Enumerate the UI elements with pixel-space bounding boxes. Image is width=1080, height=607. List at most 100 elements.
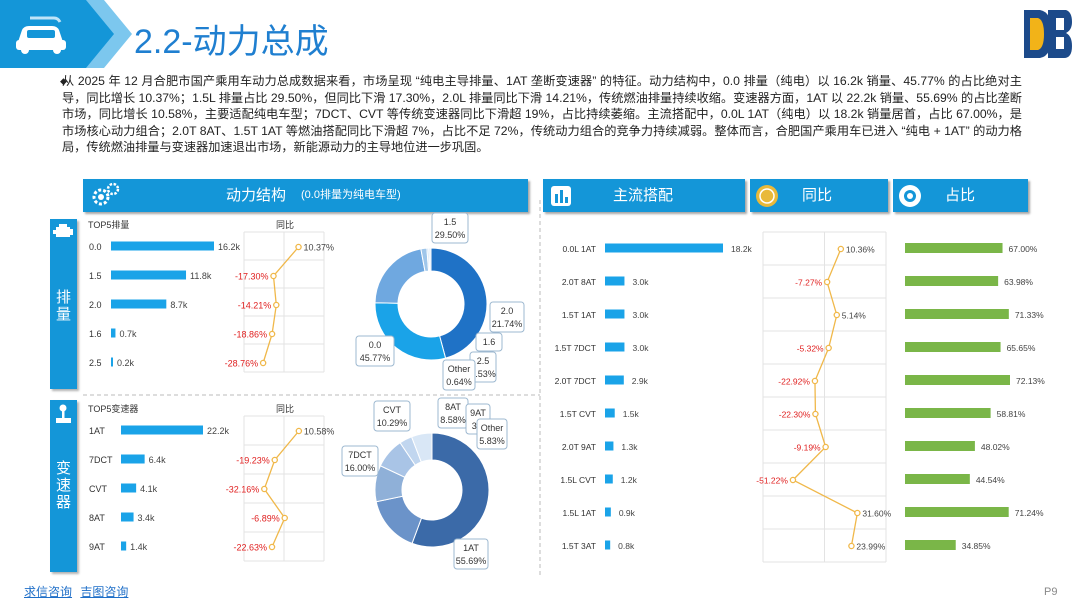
page-title: 2.2-动力总成 (134, 23, 329, 61)
yoy-line (263, 430, 300, 548)
bar-category-label: 9AT (89, 542, 105, 552)
donut-slice (428, 247, 432, 272)
donut-callout-box (373, 400, 411, 432)
bullet-icon: ◆ (60, 76, 67, 86)
donut-callout-value: 21.74% (492, 319, 523, 329)
bar-value-label: 18.2k (731, 244, 753, 254)
top5-displacement-label: TOP5排量 (88, 220, 130, 230)
yoy-value-label: 31.60% (862, 509, 891, 519)
donut-callout-category: 1.6 (483, 337, 496, 347)
yoy-point (789, 476, 797, 484)
yoy-point (295, 427, 303, 435)
donut-callout-value: 0.53% (470, 369, 496, 379)
displacement-side-label: 排量 (50, 289, 77, 323)
yoy-value-label: -14.21% (238, 301, 272, 311)
side-label-char: 器 (55, 494, 71, 511)
coin-icon (756, 185, 778, 207)
bar (111, 299, 167, 309)
combo-title: 主流搭配 (613, 187, 674, 204)
yoy-value-label: -22.30% (779, 410, 811, 420)
bar-value-label: 22.2k (207, 426, 230, 436)
yoy-point (295, 243, 302, 251)
bar-value-label: 2.9k (632, 376, 649, 386)
yoy-value-label: -51.22% (756, 476, 788, 486)
bar-value-label: 34.85% (962, 541, 991, 551)
bar (905, 540, 956, 550)
donut-callout-category: 8AT (445, 402, 461, 412)
bar (905, 342, 1001, 352)
donut-slice (374, 248, 426, 304)
donut-callout-box (431, 212, 469, 244)
side-label-char: 量 (55, 306, 71, 323)
bar-category-label: 0.0L 1AT (562, 244, 596, 254)
bar-category-label: 2.0T 7DCT (555, 376, 596, 386)
bar (905, 441, 975, 451)
bar (111, 357, 113, 367)
bar-value-label: 11.8k (190, 271, 212, 281)
donut-callout-box (341, 445, 379, 477)
bar-value-label: 16.2k (218, 242, 241, 252)
yoy-point (268, 330, 276, 338)
yoy-line (791, 248, 859, 547)
donut-callout-category: 7DCT (348, 450, 372, 460)
yoy-value-label: 10.37% (304, 243, 335, 253)
bar-category-label: 0.0 (89, 242, 102, 252)
footer-link-jitu[interactable]: 吉图咨询 (80, 585, 129, 599)
donut-callout-category: 9AT (470, 408, 486, 418)
yoy-point (825, 344, 832, 352)
yoy-value-label: -22.92% (778, 377, 810, 387)
engine-icon (53, 224, 73, 237)
donut-callout-box (453, 538, 489, 570)
yoy-value-label: -22.63% (233, 543, 267, 553)
yoy-value-label: -17.30% (235, 272, 269, 282)
bar-value-label: 3.0k (632, 277, 649, 287)
bar-value-label: 1.2k (621, 475, 638, 485)
bar-category-label: 8AT (89, 513, 105, 523)
yoy-value-label: -7.27% (795, 278, 822, 288)
yoy-value-label: 5.14% (842, 311, 867, 321)
donut-slice (411, 432, 490, 548)
bar (905, 276, 999, 286)
yoy-value-label: 10.36% (846, 245, 875, 255)
yoy-point (273, 301, 280, 309)
donut-callout-category: Other (448, 364, 471, 374)
side-label-char: 排 (55, 289, 71, 306)
donut-callout-category: Other (481, 423, 504, 433)
bar-category-label: 2.5 (89, 358, 102, 368)
structure-title: 动力结构 (226, 187, 287, 204)
bar-value-label: 58.81% (997, 409, 1026, 419)
bar (605, 474, 613, 484)
bar-category-label: 1.5 (89, 271, 102, 281)
bar (111, 270, 187, 280)
bar-value-label: 4.1k (140, 484, 158, 494)
bar (905, 474, 970, 484)
bar (121, 541, 127, 551)
bar (121, 512, 134, 522)
bar (111, 328, 116, 338)
donut-slice (410, 432, 433, 463)
donut-callout-category: 1.5 (444, 217, 457, 227)
donut-callout-value: 45.77% (360, 353, 391, 363)
donut-slice (375, 495, 423, 545)
bar (605, 342, 625, 352)
combo-bar-chart: 0.0L 1AT 18.2k 2.0T 8AT 3.0k 1.5T 1AT 3.0k 1.5… (555, 243, 753, 551)
bar-value-label: 1.3k (621, 442, 638, 452)
donut-callout-category: CVT (383, 405, 402, 415)
gearbox-bar-chart: 1AT 22.2k 7DCT 6.4k CVT 4.1k 8AT 3.4k 9AT 1.4k (89, 425, 230, 552)
bar-value-label: 65.65% (1007, 343, 1036, 353)
bar-value-label: 3.0k (632, 343, 649, 353)
bar-category-label: 1AT (89, 426, 105, 436)
bar-value-label: 3.4k (138, 513, 156, 523)
footer-link-qiuxin[interactable]: 求信咨询 (24, 585, 73, 599)
displacement-donut-chart: 0.0 45.77% 1.5 29.50% 2.0 21.74% 1.6 2.5 0.53%Ot… (355, 212, 525, 391)
yoy-title: 同比 (802, 187, 833, 204)
yoy-point (811, 377, 819, 385)
gearbox-side-tab: 变速器 (50, 400, 77, 572)
bar (905, 243, 1003, 253)
bar-value-label: 71.24% (1015, 508, 1044, 518)
bar (605, 507, 611, 517)
displacement-side-tab: 排量 (50, 219, 77, 389)
yoy-point (281, 514, 288, 522)
displacement-bar-chart: 0.0 16.2k 1.5 11.8k 2.0 8.7k 1.6 0.7k 2.5 0.2k (89, 241, 241, 368)
